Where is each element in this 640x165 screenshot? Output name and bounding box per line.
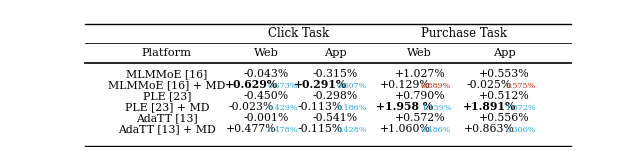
- Text: +1.958 %: +1.958 %: [376, 101, 433, 113]
- Text: -0.025%: -0.025%: [467, 80, 512, 90]
- Text: +0.553%: +0.553%: [479, 69, 529, 79]
- Text: +0.291%: +0.291%: [294, 79, 347, 90]
- Text: Web: Web: [407, 49, 432, 58]
- Text: +1.027%: +1.027%: [394, 69, 445, 79]
- Text: 0.673%: 0.673%: [267, 82, 298, 90]
- Text: 0.186%: 0.186%: [337, 104, 367, 112]
- Text: +0.129%: +0.129%: [380, 80, 430, 90]
- Text: +0.556%: +0.556%: [479, 113, 529, 123]
- Text: -0.023%: -0.023%: [228, 102, 274, 112]
- Text: 1.159%: 1.159%: [421, 104, 451, 112]
- Text: Click Task: Click Task: [268, 27, 329, 40]
- Text: 0.486%: 0.486%: [421, 126, 451, 134]
- Text: -0.298%: -0.298%: [313, 91, 358, 101]
- Text: -0.001%: -0.001%: [243, 113, 289, 123]
- Text: PLE [23]: PLE [23]: [143, 91, 191, 101]
- Text: Purchase Task: Purchase Task: [421, 27, 508, 40]
- Text: AdaTT [13]: AdaTT [13]: [136, 113, 198, 123]
- Text: -0.541%: -0.541%: [313, 113, 358, 123]
- Text: -0.043%: -0.043%: [243, 69, 289, 79]
- Text: 1.372%: 1.372%: [505, 104, 536, 112]
- Text: -0.450%: -0.450%: [243, 91, 289, 101]
- Text: PLE [23] + MD: PLE [23] + MD: [125, 102, 209, 112]
- Text: MLMMoE [16]: MLMMoE [16]: [126, 69, 207, 79]
- Text: App: App: [493, 49, 515, 58]
- Text: Web: Web: [253, 49, 278, 58]
- Text: 0.575%: 0.575%: [506, 82, 536, 90]
- Text: +1.060%: +1.060%: [380, 124, 430, 134]
- Text: -0.315%: -0.315%: [313, 69, 358, 79]
- Text: 0.889%: 0.889%: [421, 82, 451, 90]
- Text: 0.428%: 0.428%: [337, 126, 367, 134]
- Text: 0.429%: 0.429%: [267, 104, 298, 112]
- Text: +0.512%: +0.512%: [479, 91, 529, 101]
- Text: App: App: [324, 49, 347, 58]
- Text: 0.306%: 0.306%: [505, 126, 536, 134]
- Text: +0.572%: +0.572%: [394, 113, 445, 123]
- Text: +0.790%: +0.790%: [394, 91, 445, 101]
- Text: MLMMoE [16] + MD: MLMMoE [16] + MD: [108, 80, 225, 90]
- Text: Platform: Platform: [142, 49, 192, 58]
- Text: +1.891%: +1.891%: [463, 101, 516, 113]
- Text: +0.629%: +0.629%: [225, 79, 278, 90]
- Text: 0.607%: 0.607%: [337, 82, 367, 90]
- Text: -0.115%: -0.115%: [298, 124, 343, 134]
- Text: 0.478%: 0.478%: [267, 126, 298, 134]
- Text: -0.113%: -0.113%: [298, 102, 343, 112]
- Text: +0.477%: +0.477%: [226, 124, 276, 134]
- Text: +0.863%: +0.863%: [464, 124, 515, 134]
- Text: AdaTT [13] + MD: AdaTT [13] + MD: [118, 124, 216, 134]
